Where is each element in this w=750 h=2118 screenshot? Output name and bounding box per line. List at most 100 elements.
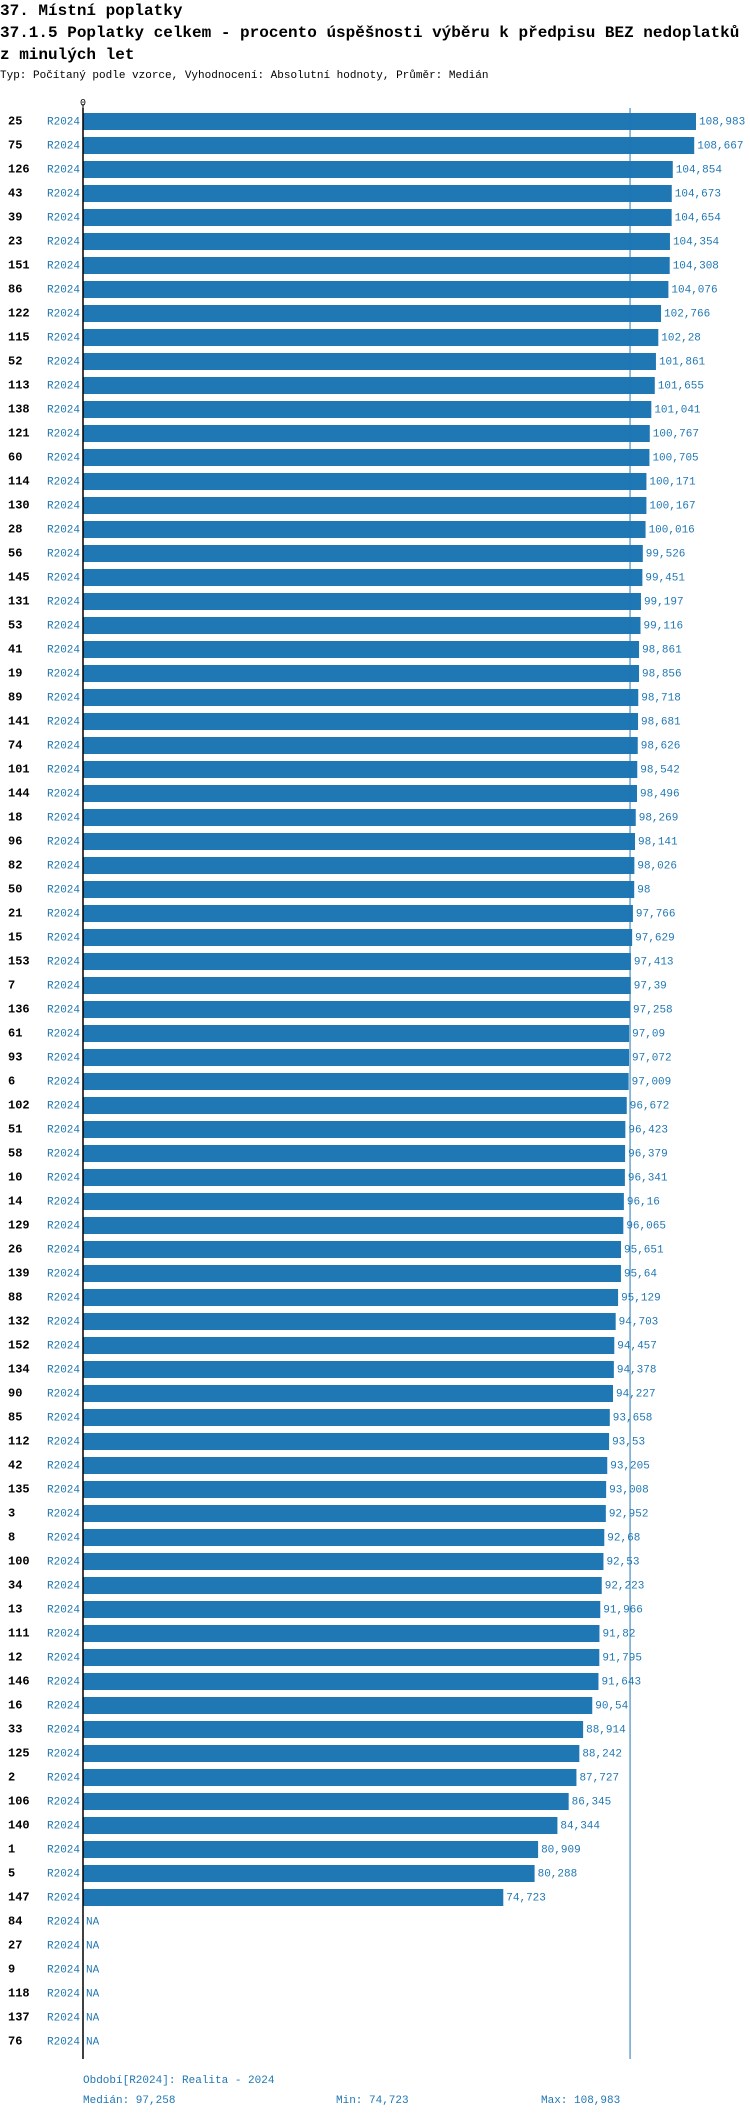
bar [83, 761, 638, 778]
bar [83, 1865, 535, 1882]
period-label: R2024 [47, 188, 80, 200]
period-label: R2024 [47, 1316, 80, 1328]
value-label: 93,008 [609, 1484, 649, 1496]
period-label: R2024 [47, 1556, 80, 1568]
period-label: R2024 [47, 1076, 80, 1088]
row-label: 139 [8, 1267, 30, 1281]
period-label: R2024 [47, 1988, 80, 2000]
bar [83, 569, 643, 586]
value-label: 98,141 [638, 836, 678, 848]
bar [83, 593, 641, 610]
bar [83, 425, 650, 442]
value-label: 96,423 [628, 1124, 668, 1136]
row-label: 43 [8, 187, 22, 201]
value-label: 94,457 [617, 1340, 657, 1352]
period-label: R2024 [47, 1100, 80, 1112]
bar [83, 257, 670, 274]
bar [83, 1025, 630, 1042]
period-label: R2024 [47, 1604, 80, 1616]
row-label: 28 [8, 523, 22, 537]
row-label: 106 [8, 1795, 30, 1809]
row-label: 50 [8, 883, 22, 897]
row-label: 145 [8, 571, 30, 585]
row-label: 88 [8, 1291, 22, 1305]
row-label: 118 [8, 1987, 30, 2001]
value-label: 98,681 [641, 716, 681, 728]
row-label: 58 [8, 1147, 22, 1161]
bar [83, 1265, 621, 1282]
row-label: 140 [8, 1819, 30, 1833]
bar [83, 497, 647, 514]
period-label: R2024 [47, 1460, 80, 1472]
period-label: R2024 [47, 1148, 80, 1160]
value-label: 86,345 [572, 1796, 612, 1808]
bar [83, 377, 655, 394]
period-label: R2024 [47, 500, 80, 512]
bar [83, 1313, 616, 1330]
period-label: R2024 [47, 1868, 80, 1880]
period-label: R2024 [47, 1724, 80, 1736]
value-label: 101,655 [658, 380, 704, 392]
row-label: 112 [8, 1435, 30, 1449]
row-label: 141 [8, 715, 30, 729]
row-label: 12 [8, 1651, 22, 1665]
value-label: 91,795 [602, 1652, 642, 1664]
period-label: R2024 [47, 1676, 80, 1688]
bar [83, 1745, 580, 1762]
bar [83, 1433, 610, 1450]
value-label: 96,379 [628, 1148, 668, 1160]
bar [83, 233, 670, 250]
bar [83, 1529, 605, 1546]
bar [83, 713, 639, 730]
period-label: R2024 [47, 1172, 80, 1184]
row-label: 138 [8, 403, 30, 417]
value-label: 108,667 [697, 140, 743, 152]
value-label: 96,341 [628, 1172, 668, 1184]
bar [83, 1217, 624, 1234]
footer-period: Období[R2024]: Realita - 2024 [83, 2075, 275, 2087]
bar [83, 809, 636, 826]
row-label: 42 [8, 1459, 22, 1473]
value-label: 98,269 [639, 812, 679, 824]
row-label: 86 [8, 283, 22, 297]
row-label: 90 [8, 1387, 22, 1401]
bar [83, 1505, 606, 1522]
value-label: 96,672 [630, 1100, 670, 1112]
bar [83, 905, 633, 922]
value-label: 100,705 [652, 452, 698, 464]
header: 37. Místní poplatky 37.1.5 Poplatky celk… [0, 0, 750, 84]
bar [83, 1049, 630, 1066]
value-label: 100,167 [649, 500, 695, 512]
bar [83, 1817, 558, 1834]
row-label: 3 [8, 1507, 15, 1521]
period-label: R2024 [47, 116, 80, 128]
value-label: 80,909 [541, 1844, 581, 1856]
bar [83, 1169, 625, 1186]
value-label: 100,016 [649, 524, 695, 536]
period-label: R2024 [47, 1748, 80, 1760]
value-label: NA [86, 1940, 100, 1952]
period-label: R2024 [47, 1052, 80, 1064]
value-label: 104,354 [673, 236, 720, 248]
period-label: R2024 [47, 596, 80, 608]
title: 37. Místní poplatky [0, 2, 183, 20]
bar [83, 1361, 614, 1378]
bar [83, 737, 638, 754]
period-label: R2024 [47, 908, 80, 920]
bar [83, 1601, 601, 1618]
period-label: R2024 [47, 1484, 80, 1496]
value-label: 95,64 [624, 1268, 657, 1280]
row-label: 89 [8, 691, 22, 705]
period-label: R2024 [47, 404, 80, 416]
period-label: R2024 [47, 668, 80, 680]
bar [83, 545, 643, 562]
period-label: R2024 [47, 1340, 80, 1352]
row-label: 14 [8, 1195, 22, 1209]
period-label: R2024 [47, 716, 80, 728]
value-label: 98,542 [640, 764, 680, 776]
period-label: R2024 [47, 1820, 80, 1832]
value-label: 98,856 [642, 668, 682, 680]
bar [83, 1073, 629, 1090]
row-label: 137 [8, 2011, 30, 2025]
